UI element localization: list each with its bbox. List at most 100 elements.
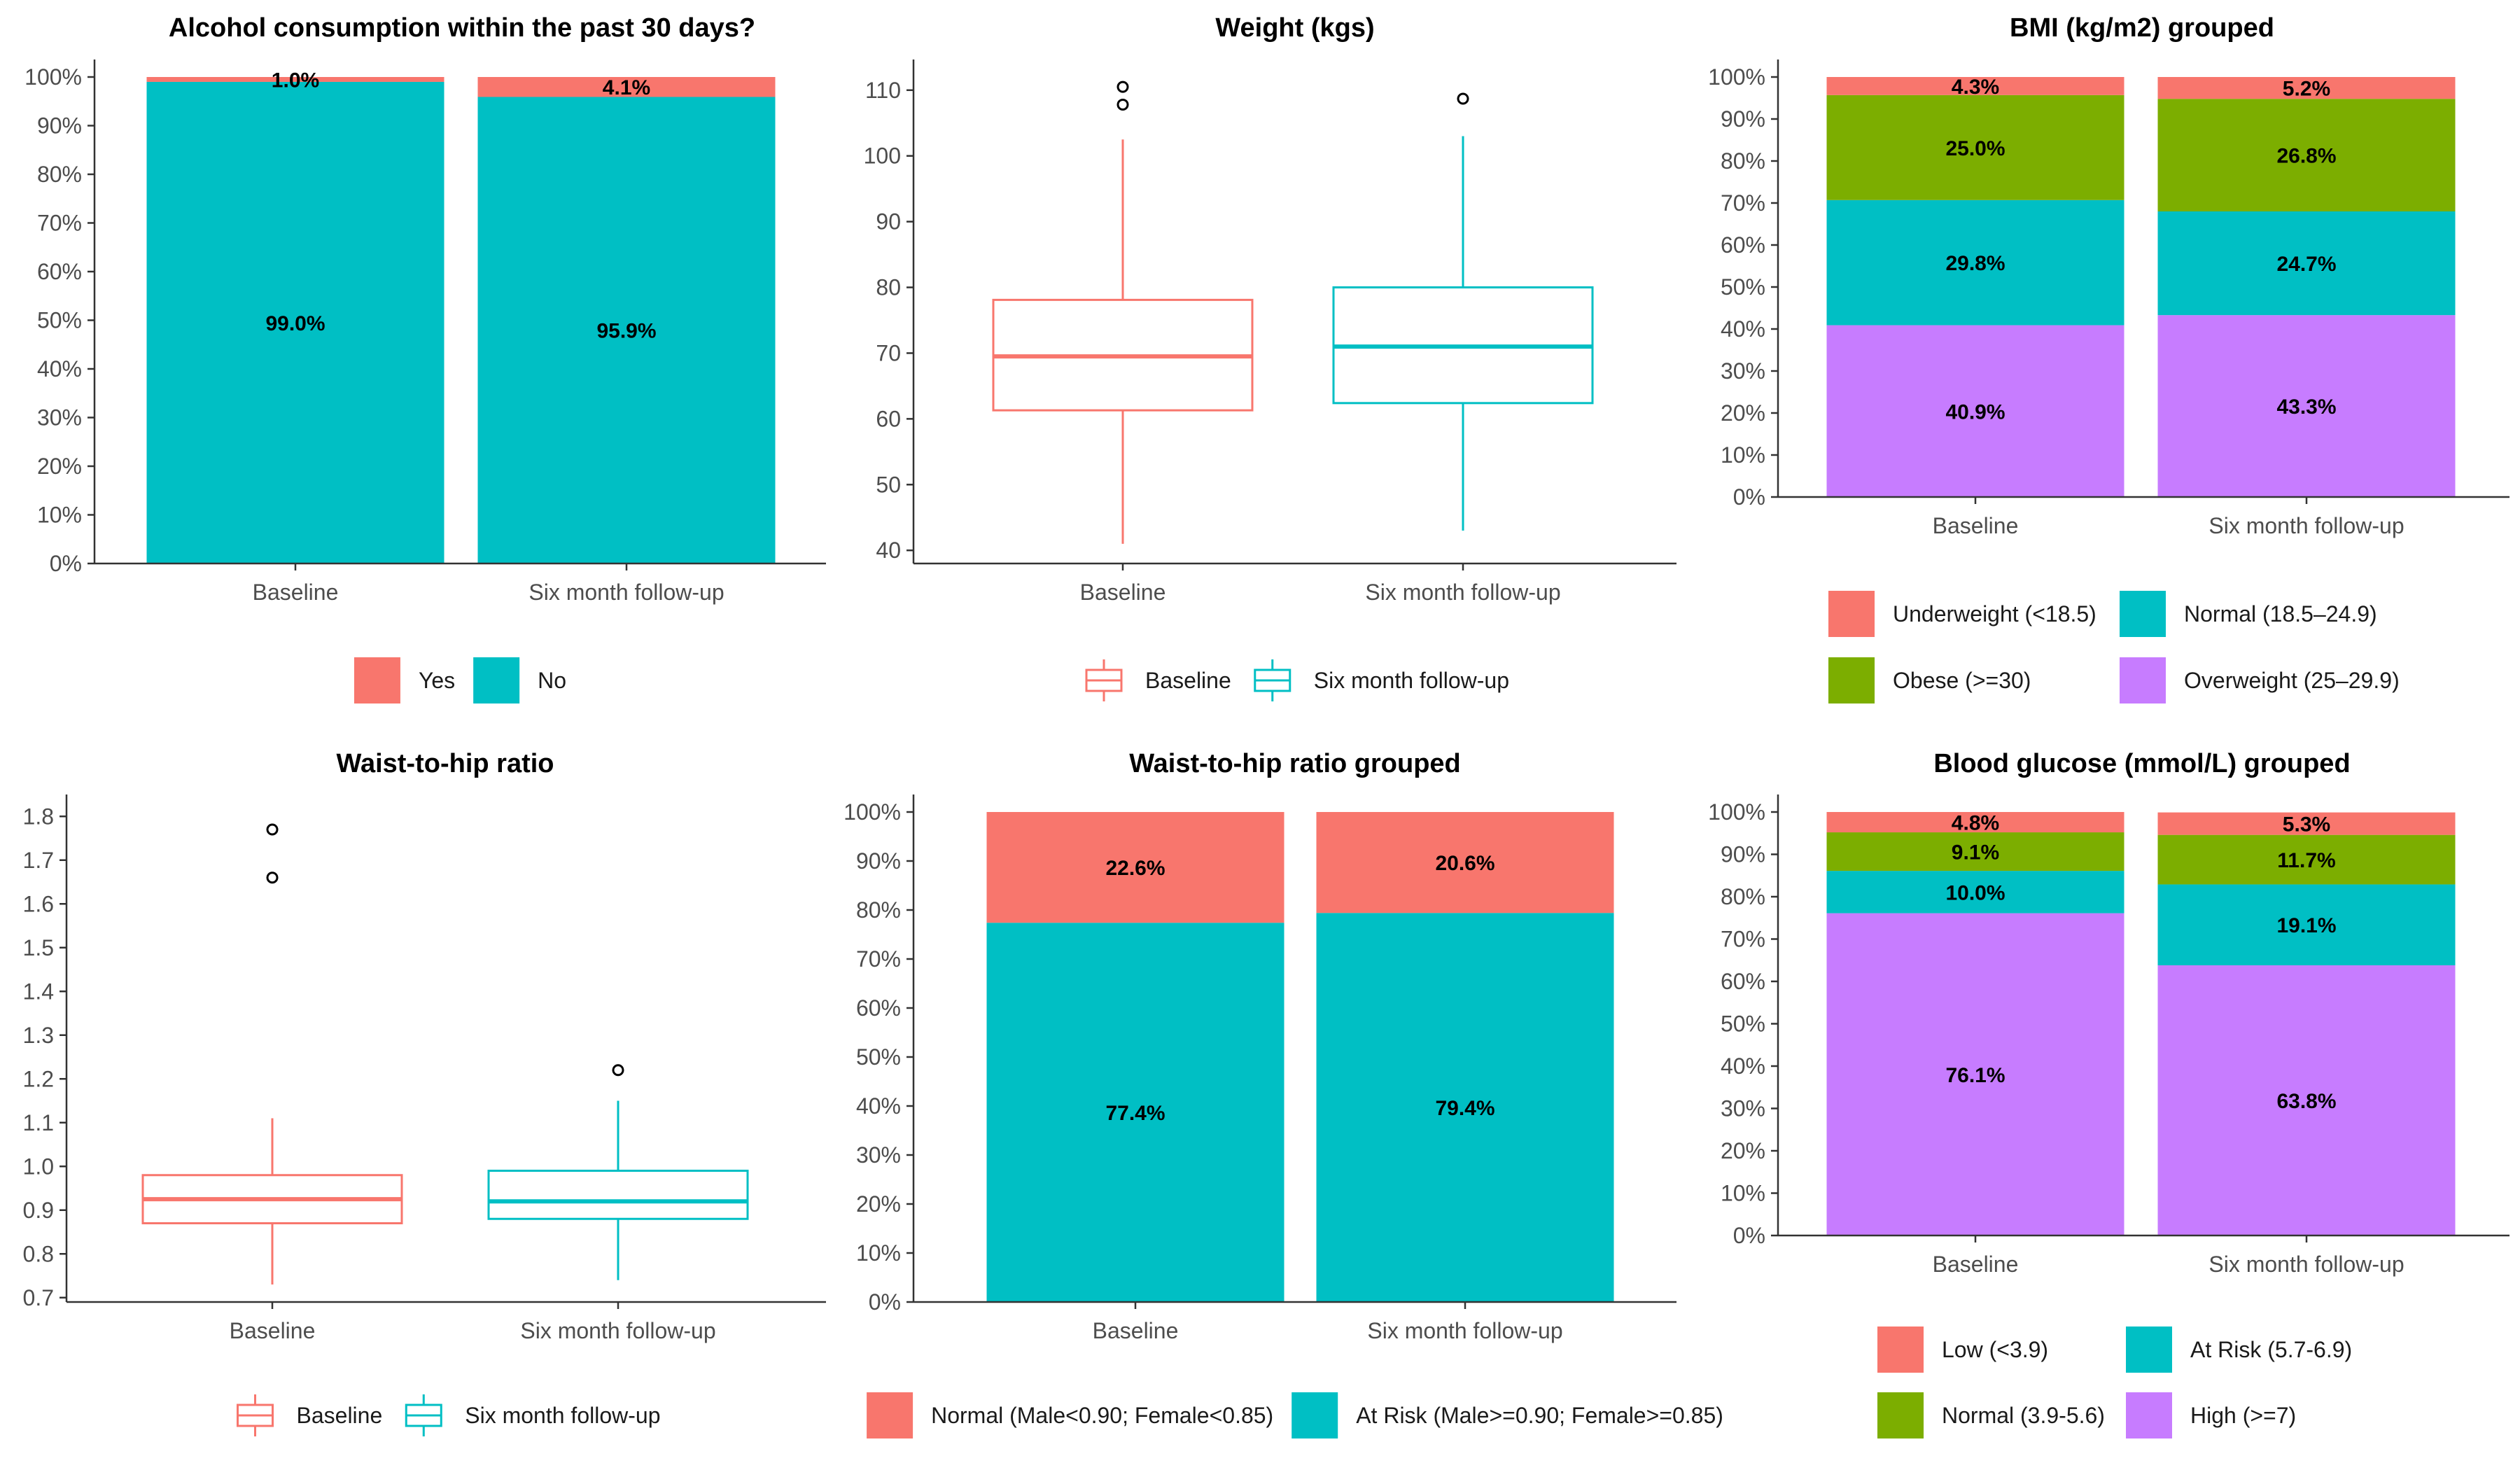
- legend-swatch: [2120, 591, 2166, 637]
- y-tick-label: 70%: [856, 946, 901, 972]
- y-tick-label: 60: [876, 406, 901, 431]
- legend-swatch: [2126, 1392, 2172, 1438]
- bar-segment: [2157, 77, 2456, 99]
- y-tick-label: 100%: [1708, 64, 1765, 90]
- bar-segment: [986, 923, 1284, 1302]
- y-tick-label: 70%: [1721, 190, 1765, 216]
- y-tick-label: 0%: [1733, 484, 1765, 510]
- outlier-point: [1116, 80, 1129, 93]
- y-tick-label: 60%: [1721, 232, 1765, 258]
- y-tick-label: 1.1: [23, 1110, 54, 1135]
- x-tick-label: Baseline: [253, 580, 339, 605]
- data-label: 5.3%: [2283, 813, 2330, 836]
- bar-segment: [1826, 94, 2124, 200]
- y-tick-label: 10%: [1721, 1181, 1765, 1206]
- data-label: 4.3%: [1952, 76, 1999, 99]
- y-tick-label: 50%: [37, 308, 82, 333]
- y-tick-label: 90%: [1721, 842, 1765, 867]
- legend-label: At Risk (Male>=0.90; Female>=0.85): [1356, 1403, 1723, 1428]
- y-tick-label: 80: [876, 275, 901, 300]
- x-tick-label: Baseline: [230, 1318, 316, 1343]
- y-tick-label: 30%: [856, 1142, 901, 1168]
- data-label: 77.4%: [1105, 1102, 1165, 1125]
- x-tick-label: Baseline: [1933, 1252, 2019, 1277]
- chart-title: BMI (kg/m2) grouped: [2010, 13, 2274, 43]
- chart-title: Weight (kgs): [1215, 13, 1374, 43]
- legend: Baseline Six month follow-up: [1085, 659, 1509, 701]
- bar-segment: [1826, 871, 2124, 913]
- y-tick-label: 50%: [1721, 274, 1765, 300]
- data-label: 43.3%: [2276, 396, 2336, 419]
- data-label: 25.0%: [1945, 137, 2005, 160]
- y-tick-label: 10%: [856, 1240, 901, 1266]
- y-tick-label: 1.0: [23, 1154, 54, 1179]
- y-tick-label: 10%: [37, 503, 82, 528]
- bar-segment: [2157, 834, 2456, 885]
- y-tick-label: 60%: [37, 259, 82, 284]
- y-tick-label: 40%: [1721, 316, 1765, 342]
- x-tick-label: Six month follow-up: [528, 580, 724, 605]
- bar-segment: [986, 812, 1284, 923]
- bar-segment: [2157, 884, 2456, 966]
- legend-label: Normal (18.5–24.9): [2184, 601, 2377, 626]
- y-tick-label: 40%: [37, 356, 82, 382]
- legend-label: Underweight (<18.5): [1893, 601, 2096, 626]
- y-tick-label: 10%: [1721, 442, 1765, 468]
- bar-segment: [1826, 325, 2124, 497]
- y-tick-label: 80%: [1721, 148, 1765, 174]
- outlier-point: [266, 872, 279, 884]
- legend-swatch: [405, 1394, 442, 1436]
- bar-segment: [1826, 200, 2124, 326]
- x-tick-label: Six month follow-up: [2208, 1252, 2404, 1277]
- bar-segment: [1316, 913, 1614, 1302]
- bmi-chart: 0% 10% 20% 30% 40% 50% 60% 70% 80% 90% 100% 40.9% 29…: [1708, 13, 2510, 704]
- data-label: 4.8%: [1952, 812, 1999, 835]
- data-label: 4.1%: [603, 76, 650, 99]
- y-tick-label: 40: [876, 538, 901, 563]
- y-tick-label: 0%: [869, 1289, 901, 1315]
- y-tick-label: 60%: [856, 995, 901, 1021]
- legend-label: Normal (Male<0.90; Female<0.85): [931, 1403, 1273, 1428]
- legend: Yes No: [354, 657, 566, 704]
- data-label: 9.1%: [1952, 841, 1999, 864]
- data-label: 22.6%: [1105, 857, 1165, 880]
- y-tick-label: 90: [876, 209, 901, 234]
- bar-segment: [477, 97, 776, 564]
- y-tick-label: 1.8: [23, 804, 54, 829]
- legend-swatch: [237, 1394, 274, 1436]
- legend-label: Normal (3.9-5.6): [1942, 1403, 2105, 1428]
- y-tick-label: 40%: [856, 1093, 901, 1119]
- bar-segment: [1826, 913, 2124, 1236]
- bar-segment: [146, 81, 444, 564]
- y-tick-label: 20%: [1721, 1138, 1765, 1163]
- legend-swatch: [1254, 659, 1292, 701]
- legend-swatch: [1085, 659, 1123, 701]
- data-label: 11.7%: [2277, 849, 2335, 872]
- legend-label: Baseline: [1145, 668, 1231, 693]
- x-tick-label: Baseline: [1933, 513, 2019, 538]
- data-label: 63.8%: [2276, 1090, 2336, 1113]
- legend-label: Obese (>=30): [1893, 668, 2031, 693]
- y-tick-label: 100: [864, 144, 901, 169]
- legend-swatch: [2120, 657, 2166, 704]
- data-label: 1.0%: [272, 69, 319, 92]
- y-tick-label: 1.2: [23, 1066, 54, 1091]
- y-tick-label: 30%: [1721, 1096, 1765, 1121]
- y-tick-label: 20%: [37, 454, 82, 479]
- outlier-point: [266, 823, 279, 836]
- chart-title: Alcohol consumption within the past 30 d…: [169, 13, 755, 43]
- y-tick-label: 70%: [37, 211, 82, 236]
- data-label: 20.6%: [1435, 852, 1494, 875]
- legend-swatch: [1828, 657, 1875, 704]
- legend-swatch: [2126, 1326, 2172, 1373]
- outlier-point: [612, 1064, 624, 1077]
- bar-segment: [1826, 832, 2124, 872]
- y-tick-label: 100%: [24, 64, 82, 90]
- box-iqr: [487, 1170, 749, 1220]
- legend-swatch: [1292, 1392, 1338, 1438]
- y-tick-label: 1.5: [23, 935, 54, 960]
- y-tick-label: 20%: [856, 1191, 901, 1217]
- y-tick-label: 50%: [856, 1044, 901, 1070]
- weight-chart: 40 50 60 70 80 90 100 110 Baseline Six month foll…: [864, 13, 1676, 701]
